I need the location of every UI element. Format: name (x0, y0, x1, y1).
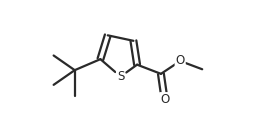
Text: S: S (117, 70, 124, 83)
Text: O: O (160, 93, 169, 106)
Text: O: O (176, 55, 185, 67)
